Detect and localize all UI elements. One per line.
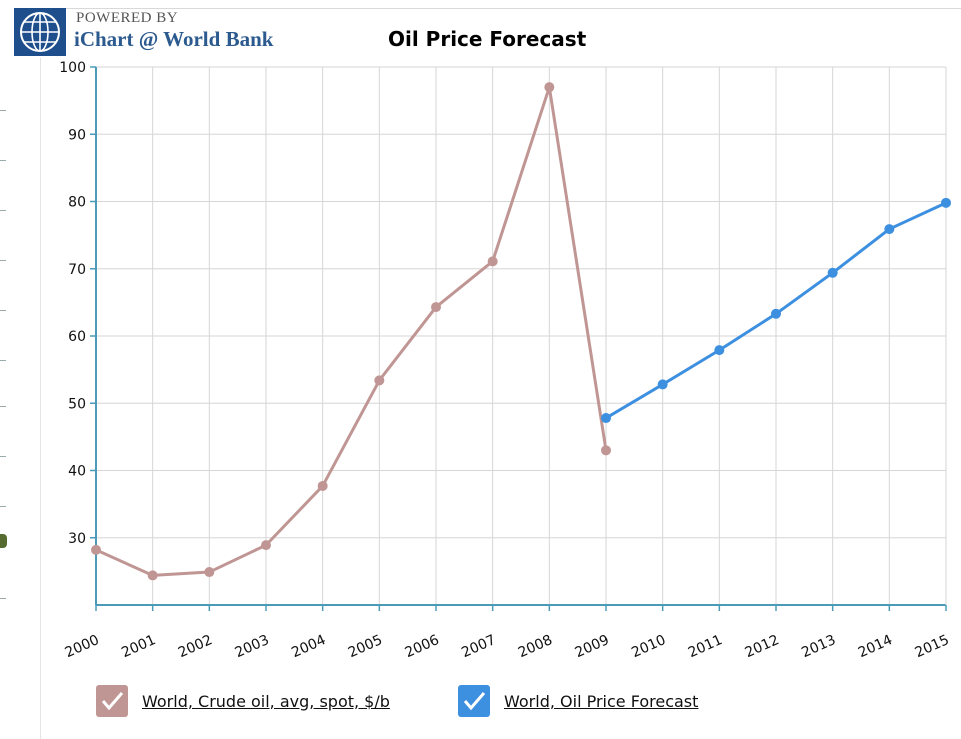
x-tick-label: 2005 — [346, 632, 385, 661]
world-bank-logo[interactable]: POWERED BY iChart @ World Bank — [14, 8, 314, 58]
legend-label-forecast[interactable]: World, Oil Price Forecast — [504, 691, 699, 711]
y-tick-label: 60 — [68, 329, 86, 345]
data-point — [431, 302, 441, 313]
y-tick-label: 80 — [68, 195, 86, 211]
y-tick-label: 40 — [68, 464, 86, 480]
x-tick-label: 2000 — [63, 632, 102, 661]
series-line-0 — [95, 85, 608, 577]
data-point — [884, 224, 895, 235]
y-tick-label: 70 — [68, 262, 86, 278]
y-tick-label: 50 — [68, 396, 86, 412]
data-point — [941, 197, 951, 208]
x-tick-label: 2012 — [743, 632, 782, 661]
data-point — [374, 375, 385, 386]
checkbox-checked-icon[interactable] — [458, 685, 490, 717]
data-point — [657, 379, 668, 390]
powered-by-text: POWERED BY — [76, 10, 179, 26]
y-tick-label: 90 — [68, 127, 86, 143]
legend-item-crude-oil[interactable]: World, Crude oil, avg, spot, $/b — [96, 684, 390, 718]
data-point — [601, 413, 611, 424]
top-divider — [66, 8, 961, 9]
x-tick-label: 2010 — [629, 632, 668, 661]
x-tick-label: 2009 — [573, 632, 612, 661]
data-point — [147, 570, 158, 581]
data-point — [204, 567, 215, 578]
data-point — [317, 480, 328, 491]
y-tick-label: 100 — [59, 60, 86, 76]
y-tick-label: 30 — [68, 531, 86, 547]
globe-icon — [14, 8, 66, 56]
data-point — [261, 540, 271, 551]
data-point — [771, 308, 781, 319]
x-tick-label: 2003 — [233, 632, 272, 661]
legend-label-crude-oil[interactable]: World, Crude oil, avg, spot, $/b — [142, 691, 390, 711]
data-point — [487, 256, 498, 267]
left-divider — [40, 58, 41, 739]
edge-marker — [0, 534, 7, 548]
x-tick-label: 2013 — [799, 632, 838, 661]
x-tick-label: 2007 — [459, 632, 498, 661]
x-tick-label: 2011 — [686, 632, 725, 661]
x-tick-label: 2001 — [119, 632, 158, 661]
data-point — [714, 345, 725, 356]
x-tick-label: 2004 — [289, 632, 328, 661]
data-point — [544, 82, 555, 93]
x-tick-label: 2006 — [403, 632, 442, 661]
brand-name: iChart @ World Bank — [74, 27, 274, 51]
x-tick-label: 2015 — [913, 632, 952, 661]
chart-title: Oil Price Forecast — [388, 27, 587, 51]
x-tick-label: 2002 — [176, 632, 215, 661]
data-point — [91, 544, 101, 555]
x-tick-label: 2014 — [856, 632, 895, 661]
legend-item-forecast[interactable]: World, Oil Price Forecast — [458, 684, 698, 718]
data-point — [601, 445, 611, 456]
data-point — [827, 267, 838, 278]
checkbox-checked-icon[interactable] — [96, 685, 128, 717]
x-tick-label: 2008 — [516, 632, 555, 661]
